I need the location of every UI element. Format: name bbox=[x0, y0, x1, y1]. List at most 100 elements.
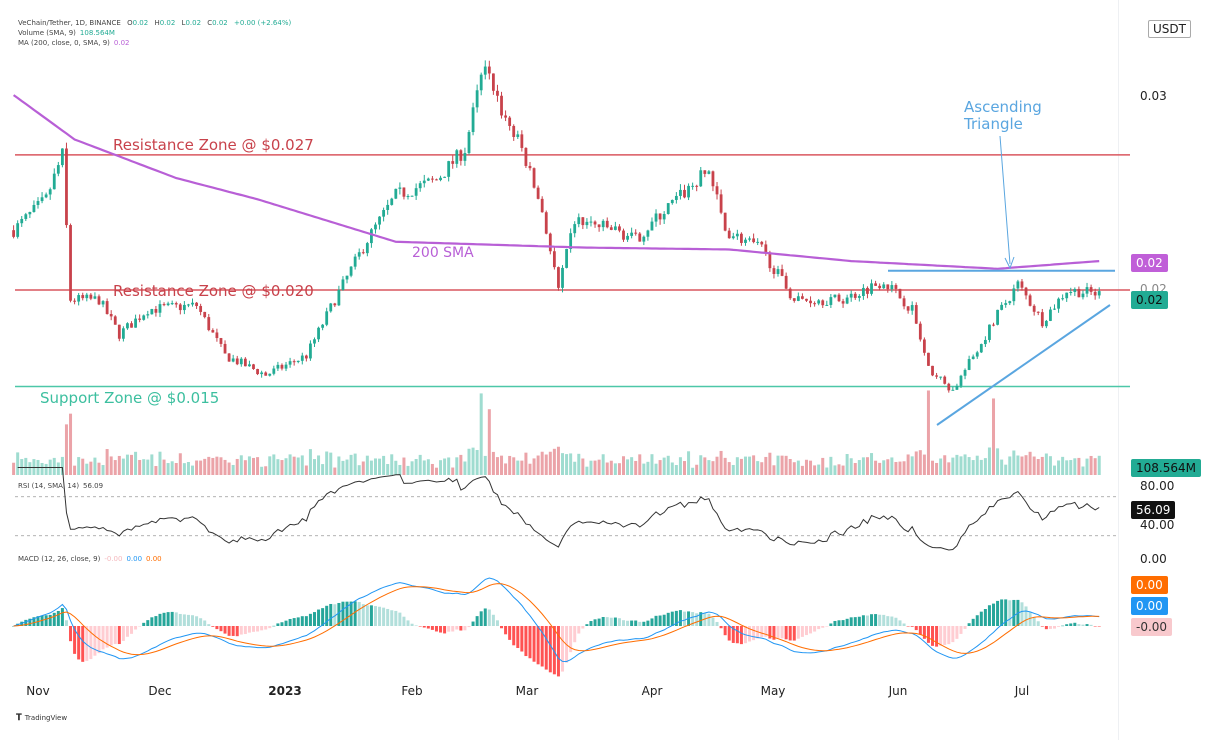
candle-body bbox=[325, 311, 329, 325]
volume-bar bbox=[439, 460, 443, 475]
volume-bar bbox=[874, 460, 878, 475]
candle-body bbox=[1000, 304, 1004, 310]
candle-body bbox=[670, 199, 674, 204]
macd-histogram-bar bbox=[422, 626, 426, 628]
volume-bar bbox=[630, 457, 634, 475]
candle-body bbox=[447, 161, 451, 177]
candle-body bbox=[235, 358, 239, 365]
volume-bar bbox=[727, 462, 731, 475]
sma200-polyline bbox=[12, 94, 1100, 270]
candle-body bbox=[626, 235, 629, 240]
volume-bar bbox=[654, 463, 658, 475]
candle-body bbox=[40, 197, 44, 202]
volume-bar bbox=[191, 465, 195, 475]
candle-body bbox=[906, 306, 910, 311]
legend-ma: MA (200, close, 0, SMA, 9) 0.02 bbox=[18, 38, 133, 48]
macd-histogram-bar bbox=[504, 626, 508, 635]
candle-body bbox=[931, 365, 934, 376]
month-feb: Feb bbox=[401, 684, 423, 698]
candle-body bbox=[418, 183, 422, 189]
macd-histogram-bar bbox=[1065, 624, 1069, 626]
pattern-label-line2: Triangle bbox=[964, 115, 1023, 133]
macd-histogram-bar bbox=[1036, 621, 1040, 626]
volume-bar bbox=[646, 461, 650, 475]
candle-body bbox=[365, 243, 369, 254]
volume-bar bbox=[44, 463, 48, 475]
month-2023: 2023 bbox=[268, 684, 302, 698]
volume-bar bbox=[491, 451, 495, 475]
macd-histogram-bar bbox=[1000, 599, 1004, 626]
candle-body bbox=[536, 187, 540, 199]
candle-body bbox=[674, 195, 678, 200]
volume-bar bbox=[1020, 456, 1024, 475]
candle-body bbox=[922, 339, 926, 353]
candle-body bbox=[288, 361, 292, 365]
candle-body bbox=[361, 252, 365, 254]
candle-body bbox=[589, 221, 593, 223]
macd-histogram-bar bbox=[483, 608, 487, 626]
candle-body bbox=[638, 233, 642, 242]
close-value: 0.02 bbox=[212, 19, 228, 27]
macd-histogram-bar bbox=[89, 626, 93, 660]
macd-signal-line bbox=[13, 583, 1100, 656]
macd-histogram-bar bbox=[967, 623, 971, 626]
macd-histogram-bar bbox=[1093, 626, 1097, 627]
macd-histogram-bar bbox=[865, 615, 869, 626]
macd-histogram-bar bbox=[719, 626, 723, 629]
candle-body bbox=[1089, 287, 1093, 292]
candle-body bbox=[16, 223, 20, 237]
volume-bar bbox=[792, 462, 796, 475]
macd-histogram-bar bbox=[321, 608, 325, 626]
volume-bar bbox=[495, 457, 499, 475]
ma-value: 0.02 bbox=[113, 39, 130, 47]
macd-histogram-bar bbox=[1085, 624, 1089, 626]
volume-bar bbox=[73, 465, 77, 475]
tradingview-logo[interactable]: 𝐓 TradingView bbox=[16, 713, 67, 723]
candle-body bbox=[975, 352, 979, 357]
macd-histogram-bar bbox=[878, 614, 882, 626]
macd-histogram-bar bbox=[918, 626, 922, 635]
volume-bar bbox=[691, 467, 695, 475]
macd-histogram-bar bbox=[1097, 626, 1101, 627]
volume-bar bbox=[353, 453, 357, 475]
candle-body bbox=[329, 303, 333, 312]
volume-bar bbox=[524, 452, 528, 475]
macd-histogram-bar bbox=[174, 612, 178, 626]
macd-histogram-bar bbox=[24, 619, 28, 626]
macd-histogram-bar bbox=[345, 601, 349, 626]
volume-bar bbox=[16, 452, 20, 475]
macd-histogram-bar bbox=[959, 626, 963, 634]
candle-body bbox=[52, 173, 56, 190]
candle-body bbox=[532, 168, 536, 188]
candle-body bbox=[93, 296, 97, 299]
candle-body bbox=[227, 353, 231, 362]
macd-histogram-bar bbox=[544, 626, 548, 670]
volume-bar bbox=[829, 456, 833, 475]
candle-body bbox=[117, 324, 121, 339]
volume-bar bbox=[178, 453, 182, 475]
candle-body bbox=[679, 189, 682, 196]
volume-bar bbox=[321, 464, 325, 475]
candle-body bbox=[740, 233, 743, 243]
volume-bar bbox=[410, 461, 414, 475]
candle-body bbox=[849, 293, 853, 298]
volume-bar bbox=[1097, 455, 1101, 475]
macd-histogram-bar bbox=[81, 626, 85, 662]
candle-body bbox=[662, 213, 666, 220]
macd-histogram-bar bbox=[402, 616, 406, 626]
volume-bar bbox=[203, 458, 207, 475]
volume-bar bbox=[467, 448, 471, 475]
candle-body bbox=[309, 343, 312, 359]
rsi-badge: 56.09 bbox=[1131, 501, 1176, 519]
volume-bar bbox=[451, 467, 455, 475]
candle-body bbox=[374, 224, 377, 230]
volume-bar bbox=[971, 460, 975, 475]
macd-histogram-bar bbox=[162, 612, 166, 626]
volume-bar bbox=[312, 459, 316, 475]
candle-body bbox=[471, 107, 475, 133]
macd-histogram-bar bbox=[130, 626, 134, 634]
currency-button[interactable]: USDT bbox=[1148, 20, 1191, 38]
volume-bar bbox=[711, 461, 715, 475]
candle-body bbox=[557, 267, 560, 288]
